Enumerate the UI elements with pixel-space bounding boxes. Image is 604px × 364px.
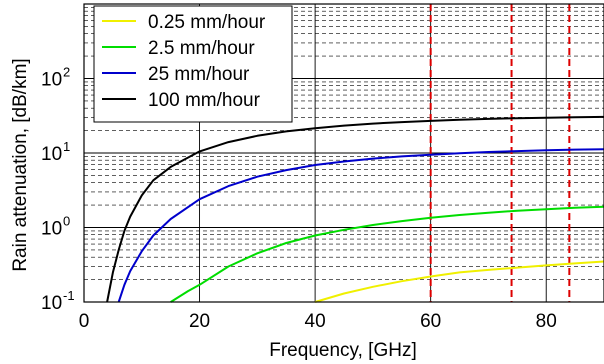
y-tick-exponent: 1 [63,139,70,154]
series-line [117,148,604,303]
legend-box [93,5,293,123]
reference-lines [429,4,571,302]
x-tick-label: 20 [189,311,210,332]
x-ticks: 0 20 40 60 80 [79,311,557,332]
y-tick-base: 10 [41,144,62,165]
x-tick-label: 40 [305,311,326,332]
x-tick-label: 80 [536,311,557,332]
y-tick-exponent: -1 [63,288,75,303]
y-axis-label: Rain attenuation, [dB/km] [10,58,31,271]
y-tick-label: 10 -1 [41,288,75,314]
legend-label: 100 mm/hour [148,90,261,111]
series-line [170,205,604,303]
series-line [314,260,604,303]
x-tick-label: 60 [420,311,441,332]
y-tick-base: 10 [41,293,62,314]
x-axis-label: Frequency, [GHz] [269,340,416,361]
legend-label: 25 mm/hour [148,64,250,85]
y-tick-label: 10 1 [41,139,70,165]
y-tick-label: 10 2 [41,65,70,91]
series-line [106,115,604,303]
y-tick-exponent: 0 [63,214,70,229]
series-lines [106,115,604,303]
legend: 0.25 mm/hour 2.5 mm/hour 25 mm/hour 100 mm/… [93,5,293,123]
plot-frame [83,3,604,303]
y-tick-label: 10 0 [41,214,70,240]
y-tick-base: 10 [41,219,62,240]
y-tick-exponent: 2 [63,65,70,80]
legend-label: 0.25 mm/hour [148,12,266,33]
legend-label: 2.5 mm/hour [148,38,255,59]
y-tick-base: 10 [41,70,62,91]
x-tick-label: 0 [79,311,90,332]
